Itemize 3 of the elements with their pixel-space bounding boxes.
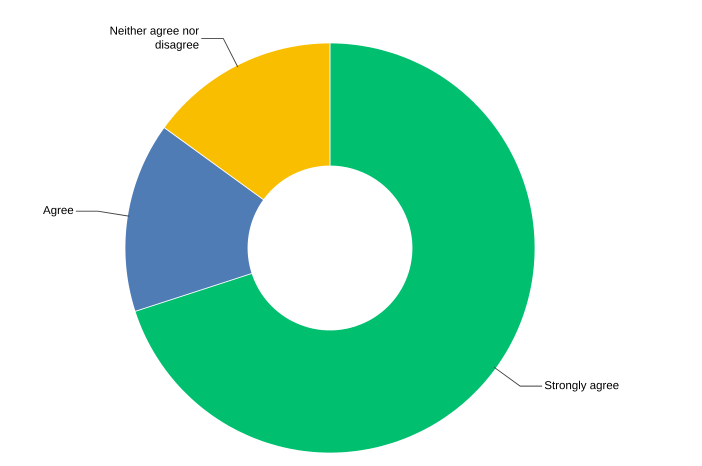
slice-label: Neither agree nor disagree: [110, 26, 199, 51]
slice-label: Agree: [43, 206, 74, 216]
slice-label: Strongly agree: [544, 380, 619, 392]
